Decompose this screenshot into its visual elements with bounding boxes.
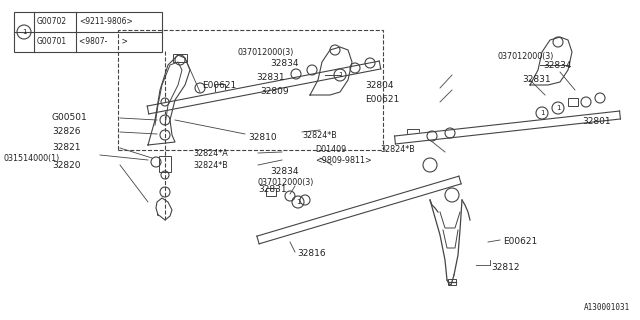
Text: 037012000(3): 037012000(3) xyxy=(498,52,554,61)
Bar xyxy=(407,129,419,137)
Text: 32801: 32801 xyxy=(582,117,611,126)
Text: D01409
<9809-9811>: D01409 <9809-9811> xyxy=(315,145,372,165)
Bar xyxy=(215,84,225,92)
Text: A130001031: A130001031 xyxy=(584,303,630,312)
Bar xyxy=(568,98,578,106)
Polygon shape xyxy=(257,176,461,244)
Text: G00501: G00501 xyxy=(52,114,88,123)
Text: 32826: 32826 xyxy=(52,127,81,137)
Text: 1: 1 xyxy=(540,110,544,116)
Bar xyxy=(14,12,162,52)
Text: 32820: 32820 xyxy=(52,161,81,170)
Text: 037012000(3): 037012000(3) xyxy=(258,178,314,187)
Text: 1: 1 xyxy=(296,199,300,205)
Text: 32816: 32816 xyxy=(297,249,326,258)
Text: 32834: 32834 xyxy=(543,61,572,70)
Polygon shape xyxy=(394,111,620,144)
Bar xyxy=(448,279,456,285)
Text: 32812: 32812 xyxy=(491,262,520,271)
Bar xyxy=(266,188,276,196)
Text: 32824*B: 32824*B xyxy=(302,131,337,140)
Text: G00702: G00702 xyxy=(37,18,67,27)
Text: 32834: 32834 xyxy=(270,59,298,68)
Text: 037012000(3): 037012000(3) xyxy=(238,49,294,58)
Text: 32810: 32810 xyxy=(248,133,276,142)
Text: E00621: E00621 xyxy=(365,95,399,105)
Bar xyxy=(118,30,383,150)
Text: 031514000(1): 031514000(1) xyxy=(4,154,60,163)
Text: 32804: 32804 xyxy=(365,82,394,91)
Text: E00621: E00621 xyxy=(202,81,236,90)
Text: 32824*B: 32824*B xyxy=(193,162,228,171)
Text: E00621: E00621 xyxy=(503,237,537,246)
Text: 32831: 32831 xyxy=(256,74,285,83)
Text: <9211-9806>: <9211-9806> xyxy=(79,18,132,27)
Text: 32831: 32831 xyxy=(258,186,287,195)
Text: G00701: G00701 xyxy=(37,37,67,46)
Text: 32831: 32831 xyxy=(522,76,550,84)
Text: 32809: 32809 xyxy=(260,87,289,97)
Text: 32824*B: 32824*B xyxy=(380,146,415,155)
Text: 1: 1 xyxy=(22,29,26,35)
Text: 32824*A: 32824*A xyxy=(193,148,228,157)
Text: 32834: 32834 xyxy=(270,167,298,177)
Text: 1: 1 xyxy=(338,72,342,78)
Bar xyxy=(173,54,187,62)
Text: <9807-      >: <9807- > xyxy=(79,37,128,46)
Text: 32821: 32821 xyxy=(52,143,81,153)
Polygon shape xyxy=(147,61,381,114)
Text: 1: 1 xyxy=(556,105,560,111)
Bar xyxy=(159,156,171,172)
